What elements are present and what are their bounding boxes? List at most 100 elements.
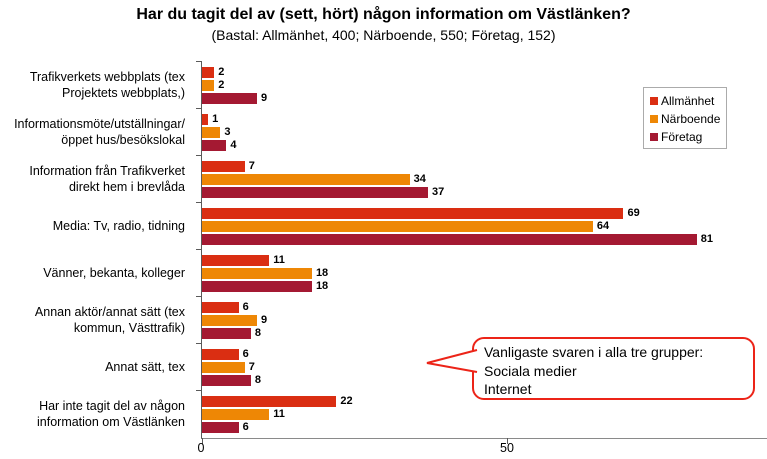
legend-label: Allmänhet <box>661 94 715 108</box>
bar-line: 6 <box>202 302 767 313</box>
category-label: Annat sätt, tex <box>105 359 185 374</box>
callout-line: Internet <box>484 381 532 398</box>
bar-line: 81 <box>202 234 767 245</box>
bar-line: 3 <box>202 127 767 138</box>
bar-value-label: 9 <box>260 92 268 104</box>
callout-line: Vanligaste svaren i alla tre grupper: <box>484 344 704 360</box>
bar-line: 8 <box>202 328 767 339</box>
category-label: Information från Trafikverket direkt hem… <box>29 163 185 194</box>
bar-företag <box>202 281 312 292</box>
bar-line: 11 <box>202 255 767 266</box>
legend-item-allmänhet: Allmänhet <box>650 95 721 107</box>
bar-allmänhet <box>202 396 337 407</box>
bar-line: 6 <box>202 349 767 360</box>
legend: Allmänhet Närboende Företag <box>643 87 727 149</box>
bar-value-label: 7 <box>248 361 255 373</box>
bar-närboende <box>202 268 312 279</box>
bar-value-label: 3 <box>224 126 231 138</box>
chart-row: 22 11 6 <box>196 390 767 438</box>
bar-value-label: 2 <box>218 79 225 91</box>
bar-företag <box>202 93 257 104</box>
y-axis-tick <box>196 343 202 344</box>
bar-line: 6 <box>202 422 767 433</box>
bar-value-label: 11 <box>273 254 285 266</box>
y-axis-tick <box>196 202 202 203</box>
chart-title: Har du tagit del av (sett, hört) någon i… <box>136 6 631 23</box>
bar-allmänhet <box>202 114 209 125</box>
chart-row: 69 64 81 <box>196 202 767 250</box>
bar-line: 22 <box>202 396 767 407</box>
bar-line: 9 <box>202 315 767 326</box>
bar-line: 64 <box>202 221 767 232</box>
bar-line: 1 <box>202 114 767 125</box>
chart-row: 11 18 18 <box>196 249 767 297</box>
legend-label: Närboende <box>661 112 721 126</box>
bar-line: 37 <box>202 187 767 198</box>
bar-value-label: 18 <box>315 267 329 279</box>
x-axis-tick-label-50: 50 <box>500 441 514 455</box>
category-labels: Trafikverkets webbplats (tex Projektets … <box>0 62 193 438</box>
legend-swatch <box>650 133 658 141</box>
chart-subtitle: (Bastal: Allmänhet, 400; Närboende, 550;… <box>211 27 556 43</box>
y-axis-tick <box>196 390 202 391</box>
bar-line: 8 <box>202 375 767 386</box>
callout-bubble: Vanligaste svaren i alla tre grupper: So… <box>426 337 755 400</box>
bar-value-label: 1 <box>212 113 219 125</box>
bar-line: 9 <box>202 93 767 104</box>
legend-swatch <box>650 97 658 105</box>
bar-företag <box>202 422 239 433</box>
bar-närboende <box>202 409 270 420</box>
bar-value-label: 6 <box>242 301 249 313</box>
bar-value-label: 7 <box>248 160 255 172</box>
bar-närboende <box>202 174 410 185</box>
category-label: Har inte tagit del av någon information … <box>37 398 185 429</box>
bar-line: 69 <box>202 208 767 219</box>
bar-line: 11 <box>202 409 767 420</box>
legend-item-närboende: Närboende <box>650 113 721 125</box>
category-label: Media: Tv, radio, tidning <box>52 218 185 233</box>
bar-företag <box>202 328 251 339</box>
bar-value-label: 37 <box>432 186 445 198</box>
y-axis-tick <box>196 249 202 250</box>
category-label: Informationsmöte/utställningar/ öppet hu… <box>14 116 185 147</box>
bar-value-label: 4 <box>230 139 237 151</box>
bar-närboende <box>202 362 245 373</box>
bar-företag <box>202 234 697 245</box>
x-axis-tick <box>202 438 203 444</box>
category-label: Trafikverkets webbplats (tex Projektets … <box>29 69 185 100</box>
bar-value-label: 8 <box>254 327 261 339</box>
bar-närboende <box>202 315 257 326</box>
x-axis-tick-label-0: 0 <box>197 441 205 455</box>
bar-line: 2 <box>202 80 767 91</box>
y-axis-tick <box>196 155 202 156</box>
y-axis-tick <box>196 61 202 62</box>
bar-value-label: 18 <box>315 280 329 292</box>
bar-line: 18 <box>202 281 767 292</box>
bar-line: 34 <box>202 174 767 185</box>
callout-tail <box>426 349 478 373</box>
plot-area: 2 2 9 1 3 4 7 34 37 69 64 81 11 18 18 6 9 8 6 7 8 22 11 6 <box>196 61 767 444</box>
y-axis-tick <box>196 108 202 109</box>
category-label: Vänner, bekanta, kolleger <box>43 265 185 280</box>
bar-line: 7 <box>202 362 767 373</box>
legend-swatch <box>650 115 658 123</box>
bar-företag <box>202 187 428 198</box>
bar-företag <box>202 375 251 386</box>
bar-företag <box>202 140 227 151</box>
bar-närboende <box>202 127 221 138</box>
bar-value-label: 64 <box>596 220 610 232</box>
legend-item-företag: Företag <box>650 131 721 143</box>
bar-allmänhet <box>202 161 245 172</box>
bar-value-label: 22 <box>340 395 353 407</box>
bar-value-label: 69 <box>627 207 640 219</box>
bar-value-label: 34 <box>413 173 426 185</box>
bar-allmänhet <box>202 349 239 360</box>
bar-allmänhet <box>202 67 215 78</box>
bar-value-label: 6 <box>242 421 249 433</box>
bar-line: 7 <box>202 161 767 172</box>
bar-line: 4 <box>202 140 767 151</box>
